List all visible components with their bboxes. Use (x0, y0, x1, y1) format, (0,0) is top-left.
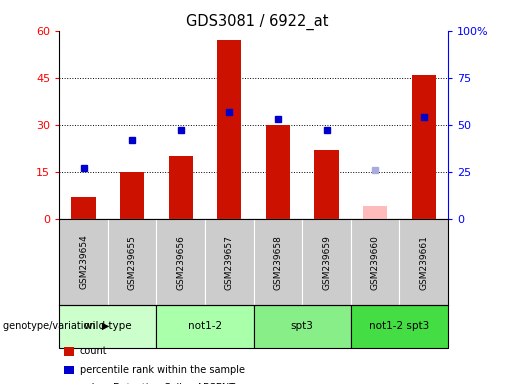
Text: GSM239654: GSM239654 (79, 235, 88, 290)
Text: value, Detection Call = ABSENT: value, Detection Call = ABSENT (80, 383, 235, 384)
Text: spt3: spt3 (291, 321, 314, 331)
Text: not1-2: not1-2 (188, 321, 222, 331)
Text: GSM239661: GSM239661 (419, 235, 428, 290)
Bar (363, 206, 387, 219)
Text: not1-2 spt3: not1-2 spt3 (369, 321, 430, 331)
Text: GSM239657: GSM239657 (225, 235, 234, 290)
Text: genotype/variation  ▶: genotype/variation ▶ (3, 321, 109, 331)
Text: GSM239658: GSM239658 (273, 235, 282, 290)
Text: GSM239659: GSM239659 (322, 235, 331, 290)
Bar (168, 156, 193, 219)
Bar (120, 172, 144, 219)
Text: count: count (80, 346, 108, 356)
Text: percentile rank within the sample: percentile rank within the sample (80, 365, 245, 375)
Bar (72, 197, 96, 219)
Text: GSM239655: GSM239655 (128, 235, 136, 290)
Text: GSM239660: GSM239660 (371, 235, 380, 290)
Bar (314, 150, 339, 219)
Bar (217, 40, 242, 219)
Bar (411, 74, 436, 219)
Text: GDS3081 / 6922_at: GDS3081 / 6922_at (186, 13, 329, 30)
Text: GSM239656: GSM239656 (176, 235, 185, 290)
Text: wild type: wild type (84, 321, 132, 331)
Bar (266, 125, 290, 219)
